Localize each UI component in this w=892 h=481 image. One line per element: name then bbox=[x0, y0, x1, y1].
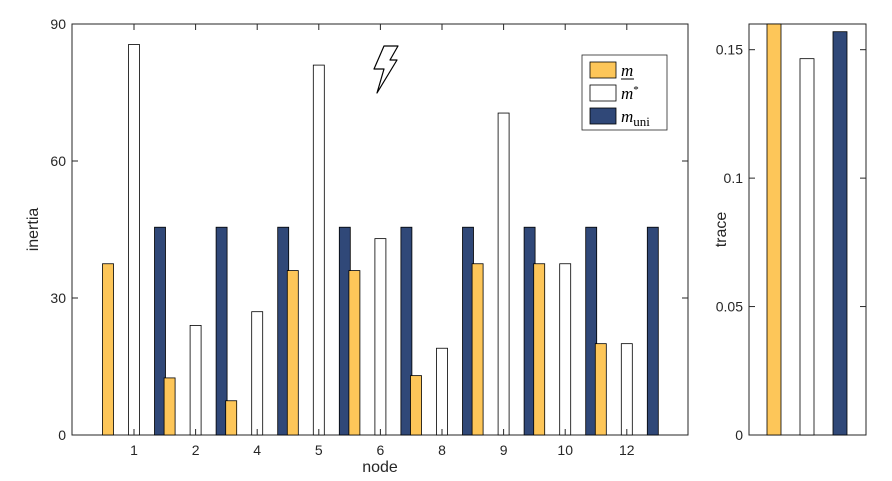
y-tick-label: 60 bbox=[50, 153, 66, 169]
bar-node-5-m bbox=[286, 270, 299, 436]
bar-node-10-m-star bbox=[559, 263, 572, 436]
trace-y-tick-label: 0.05 bbox=[716, 299, 743, 315]
bar-node-9-m bbox=[471, 263, 484, 436]
trace-bar-m-uni bbox=[832, 31, 848, 436]
trace-y-axis-label: trace bbox=[713, 212, 730, 248]
y-axis-label: inertia bbox=[25, 208, 42, 252]
x-tick-label: 8 bbox=[438, 442, 446, 458]
trace-y-tick-label: 0 bbox=[735, 427, 743, 443]
x-tick-label: 5 bbox=[315, 442, 323, 458]
trace-y-tick-label: 0.15 bbox=[716, 42, 743, 58]
bar-node-10-m bbox=[533, 263, 546, 436]
legend-label-m-uni: muni bbox=[621, 107, 650, 129]
x-tick-label: 9 bbox=[500, 442, 508, 458]
bar-node-4-m-star bbox=[251, 311, 264, 436]
legend-label-m-star: m* bbox=[621, 84, 639, 103]
legend-swatch-m-uni bbox=[589, 107, 617, 125]
x-tick-label: 2 bbox=[192, 442, 200, 458]
trace-y-tick-label: 0.1 bbox=[724, 170, 744, 186]
bar-node-2-m-star bbox=[189, 324, 202, 436]
bar-node-2-m-uni bbox=[215, 226, 228, 436]
legend-label-m: m bbox=[621, 61, 633, 80]
bar-node-4-m bbox=[225, 400, 238, 436]
x-tick-label: 1 bbox=[130, 442, 138, 458]
legend-item-m-bar: m bbox=[589, 61, 634, 80]
legend-swatch-m-star bbox=[589, 84, 617, 102]
x-axis-label: node bbox=[362, 459, 398, 476]
x-tick-label: 12 bbox=[619, 442, 635, 458]
x-tick-label: 10 bbox=[557, 442, 573, 458]
x-tick-label: 4 bbox=[253, 442, 261, 458]
bar-node-6-m-star bbox=[374, 238, 387, 436]
bar-node-1-m-star bbox=[128, 44, 140, 436]
trace-chart: 0 0.05 0.1 0.15 trace bbox=[713, 23, 867, 443]
bar-node-12-m-uni bbox=[646, 226, 659, 436]
bar-node-1-m-uni bbox=[154, 226, 166, 436]
y-tick-label: 90 bbox=[50, 16, 66, 32]
bar-node-6-m bbox=[348, 270, 361, 436]
y-tick-label: 30 bbox=[50, 290, 66, 306]
trace-bar-m-star bbox=[799, 58, 815, 436]
bar-node-9-m-star bbox=[497, 112, 510, 436]
bar-node-5-m-star bbox=[312, 64, 325, 436]
bar-node-6-m-uni bbox=[400, 226, 413, 436]
y-tick-label: 0 bbox=[58, 427, 66, 443]
bar-node-10-m-uni bbox=[585, 226, 598, 436]
bar-node-8-m bbox=[410, 375, 422, 436]
trace-bar-m bbox=[766, 23, 782, 436]
legend: m m* muni bbox=[581, 54, 668, 131]
legend-swatch-m bbox=[589, 61, 617, 79]
legend-item-m-star: m* bbox=[589, 84, 639, 103]
bar-node-1-m bbox=[102, 263, 114, 436]
legend-item-m-uni: muni bbox=[589, 107, 650, 129]
bar-node-2-m bbox=[163, 377, 176, 436]
bar-node-12-m bbox=[594, 343, 607, 436]
x-tick-label: 6 bbox=[377, 442, 385, 458]
bar-node-12-m-star bbox=[620, 343, 633, 436]
lightning-bolt-icon bbox=[373, 45, 399, 94]
bar-node-8-m-star bbox=[436, 347, 448, 436]
